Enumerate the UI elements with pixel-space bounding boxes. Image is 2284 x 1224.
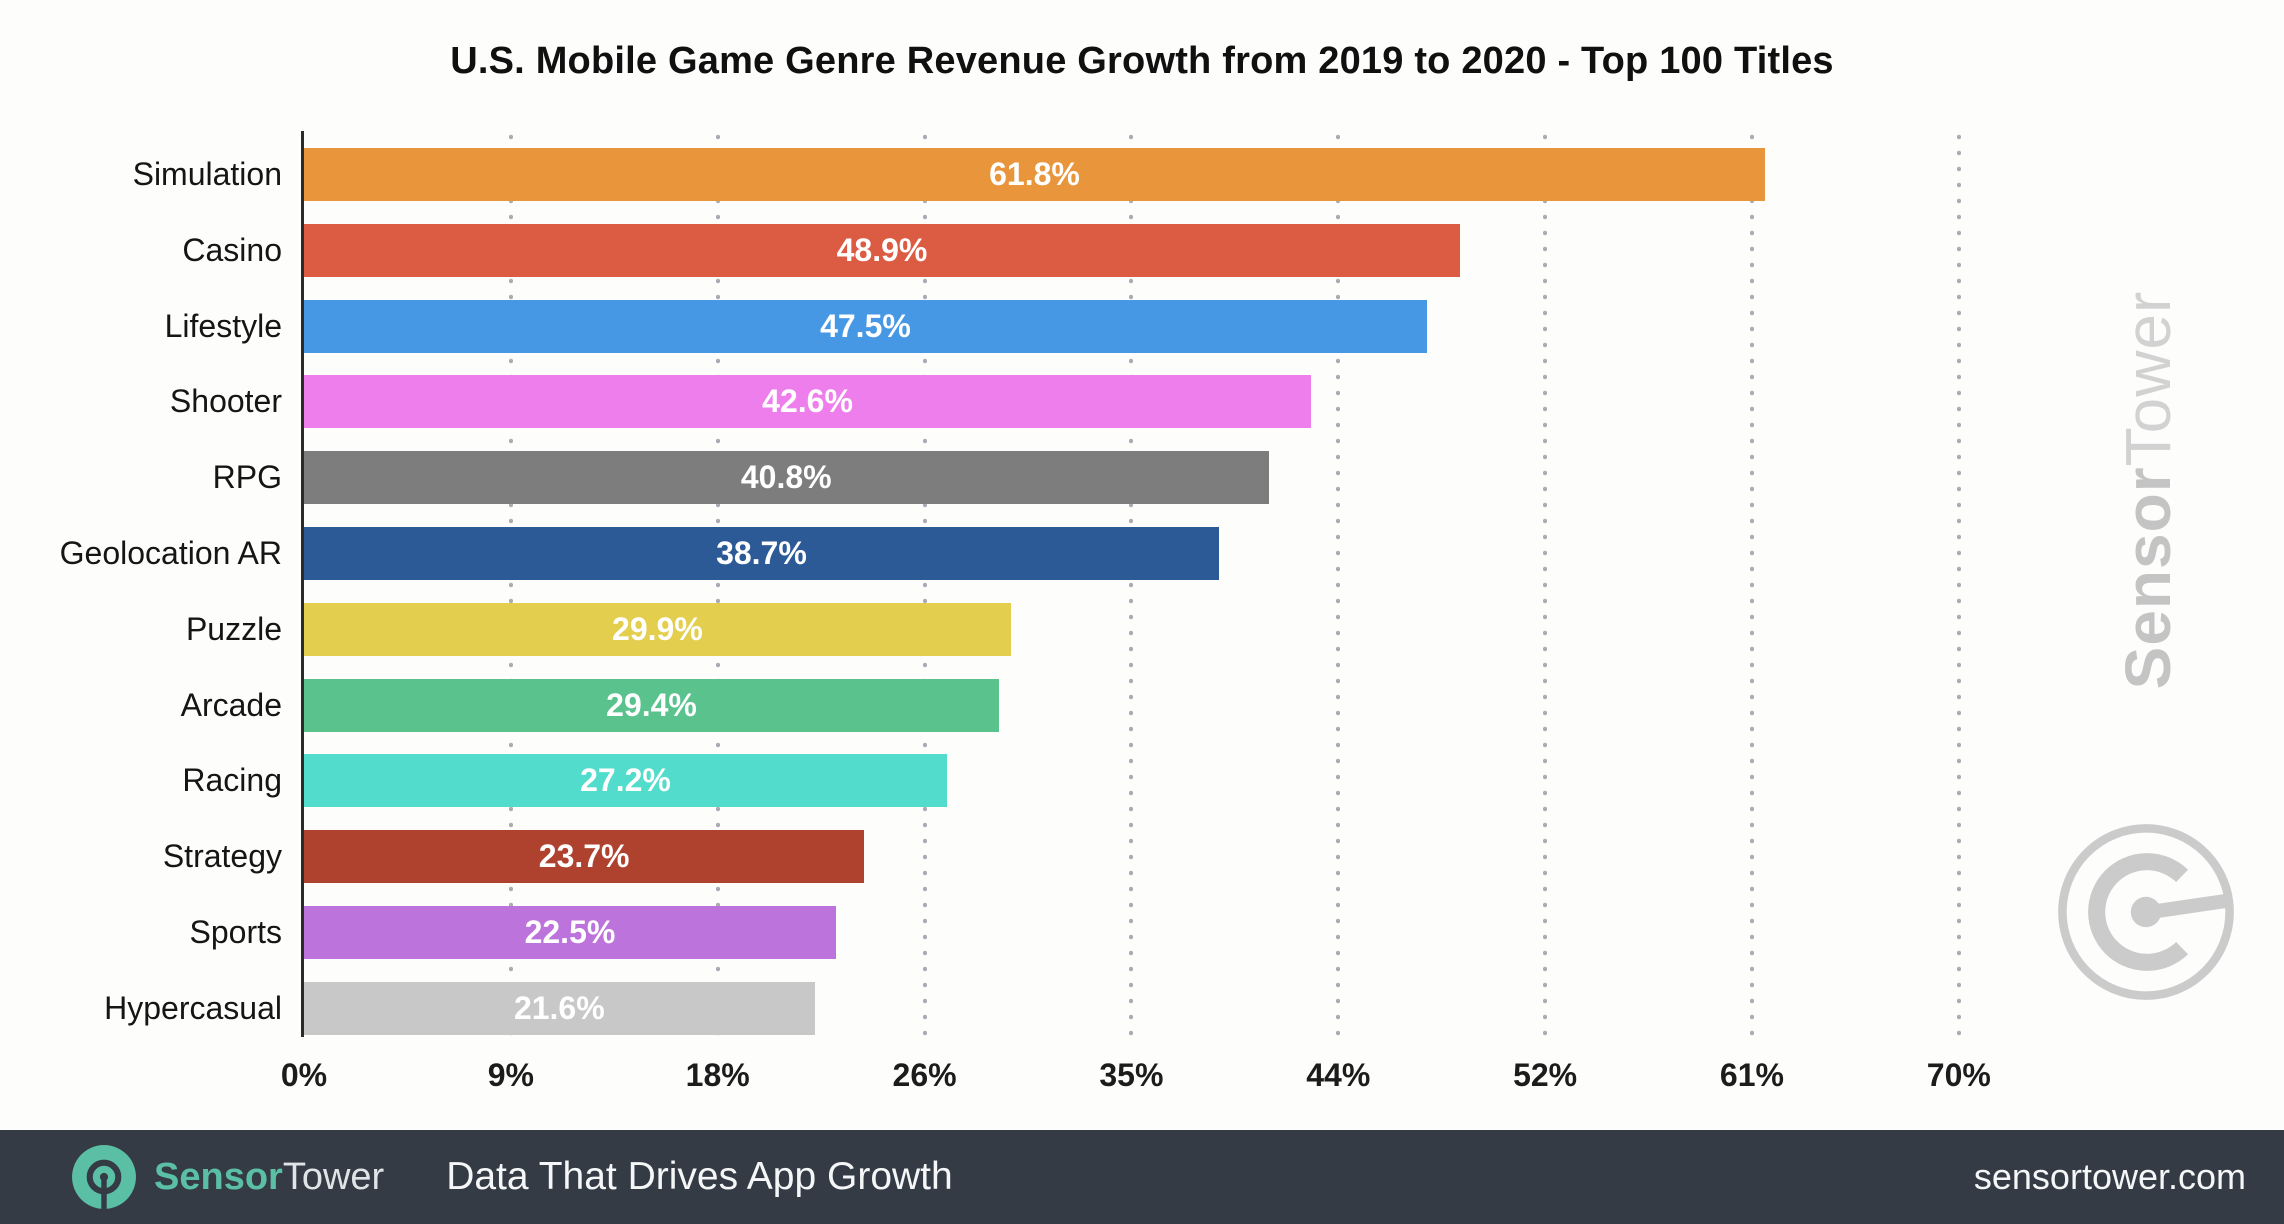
- bar-value-label: 48.9%: [836, 231, 928, 268]
- footer-tagline: Data That Drives App Growth: [446, 1155, 953, 1198]
- chart-title: U.S. Mobile Game Genre Revenue Growth fr…: [450, 40, 1834, 82]
- x-tick-label-26%: 26%: [892, 1057, 957, 1093]
- bar-value-label: 21.6%: [513, 989, 605, 1026]
- category-label-racing: Racing: [182, 762, 282, 799]
- bar-value-label: 27.2%: [580, 762, 671, 799]
- bar-value-label: 38.7%: [716, 535, 807, 571]
- sensortower-radar-icon-watermark: [2058, 824, 2234, 1000]
- gridline-70%: [1956, 133, 1961, 1043]
- bar-value-label: 29.4%: [606, 686, 697, 723]
- bar-racing: 27.2%: [304, 754, 947, 808]
- x-tick-label-0%: 0%: [280, 1057, 328, 1093]
- gridline-18%: [715, 133, 720, 1043]
- sensortower-logo-icon: [72, 1145, 136, 1209]
- gridline-26%: [922, 133, 927, 1043]
- category-label-hypercasual: Hypercasual: [104, 989, 282, 1026]
- bar-value-label: 29.9%: [612, 610, 703, 647]
- bar-simulation: 61.8%: [304, 148, 1765, 201]
- category-label-casino: Casino: [182, 231, 282, 268]
- gridline-61%: [1749, 133, 1754, 1043]
- x-tick-label-44%: 44%: [1306, 1057, 1371, 1093]
- footer-sensor-text: Sensor: [154, 1155, 283, 1198]
- bar-puzzle: 29.9%: [304, 602, 1011, 656]
- gridline-35%: [1129, 133, 1134, 1043]
- x-tick-label-35%: 35%: [1099, 1057, 1164, 1093]
- x-tick-label-18%: 18%: [685, 1057, 750, 1093]
- category-label-strategy: Strategy: [162, 838, 282, 875]
- bar-strategy: 23.7%: [304, 830, 865, 884]
- x-tick-label-9%: 9%: [487, 1057, 534, 1093]
- category-label-simulation: Simulation: [132, 156, 282, 192]
- gridline-52%: [1543, 133, 1548, 1043]
- watermark-brand-text: SensorTower: [2111, 140, 2184, 840]
- footer-bar: SensorTower Data That Drives App Growth …: [0, 1130, 2284, 1224]
- bar-rpg: 40.8%: [304, 451, 1269, 505]
- bar-value-label: 42.6%: [762, 383, 853, 420]
- watermark-sensor-text: Sensor: [2112, 466, 2184, 690]
- bar-value-label: 47.5%: [820, 307, 911, 344]
- footer-tower-text: Tower: [282, 1155, 385, 1198]
- category-label-shooter: Shooter: [169, 383, 282, 420]
- gridline-44%: [1336, 133, 1341, 1043]
- bar-value-label: 40.8%: [740, 459, 832, 496]
- category-label-lifestyle: Lifestyle: [164, 307, 282, 344]
- gridline-9%: [508, 133, 513, 1043]
- bar-value-label: 22.5%: [524, 914, 616, 950]
- x-tick-label-70%: 70%: [1926, 1057, 1991, 1093]
- bar-arcade: 29.4%: [304, 678, 1000, 732]
- footer-website-link[interactable]: sensortower.com: [1973, 1156, 2246, 1197]
- bar-casino: 48.9%: [304, 223, 1460, 277]
- footer-brand: SensorTower: [154, 1156, 384, 1199]
- bar-shooter: 42.6%: [304, 375, 1312, 429]
- category-label-rpg: RPG: [212, 459, 282, 496]
- bar-sports: 22.5%: [304, 906, 836, 959]
- bar-value-label: 23.7%: [538, 838, 630, 875]
- category-label-arcade: Arcade: [180, 686, 282, 723]
- bar-lifestyle: 47.5%: [304, 299, 1427, 353]
- bar-hypercasual: 21.6%: [304, 981, 815, 1035]
- category-label-sports: Sports: [189, 914, 282, 950]
- bar-geolocation-ar: 38.7%: [304, 527, 1219, 580]
- category-label-puzzle: Puzzle: [185, 610, 282, 647]
- category-label-geolocation-ar: Geolocation AR: [59, 535, 282, 571]
- x-tick-label-61%: 61%: [1719, 1057, 1784, 1093]
- x-tick-label-52%: 52%: [1513, 1057, 1578, 1093]
- bar-value-label: 61.8%: [989, 156, 1080, 192]
- watermark-tower-text: Tower: [2112, 290, 2184, 467]
- y-axis-line: [301, 131, 304, 1037]
